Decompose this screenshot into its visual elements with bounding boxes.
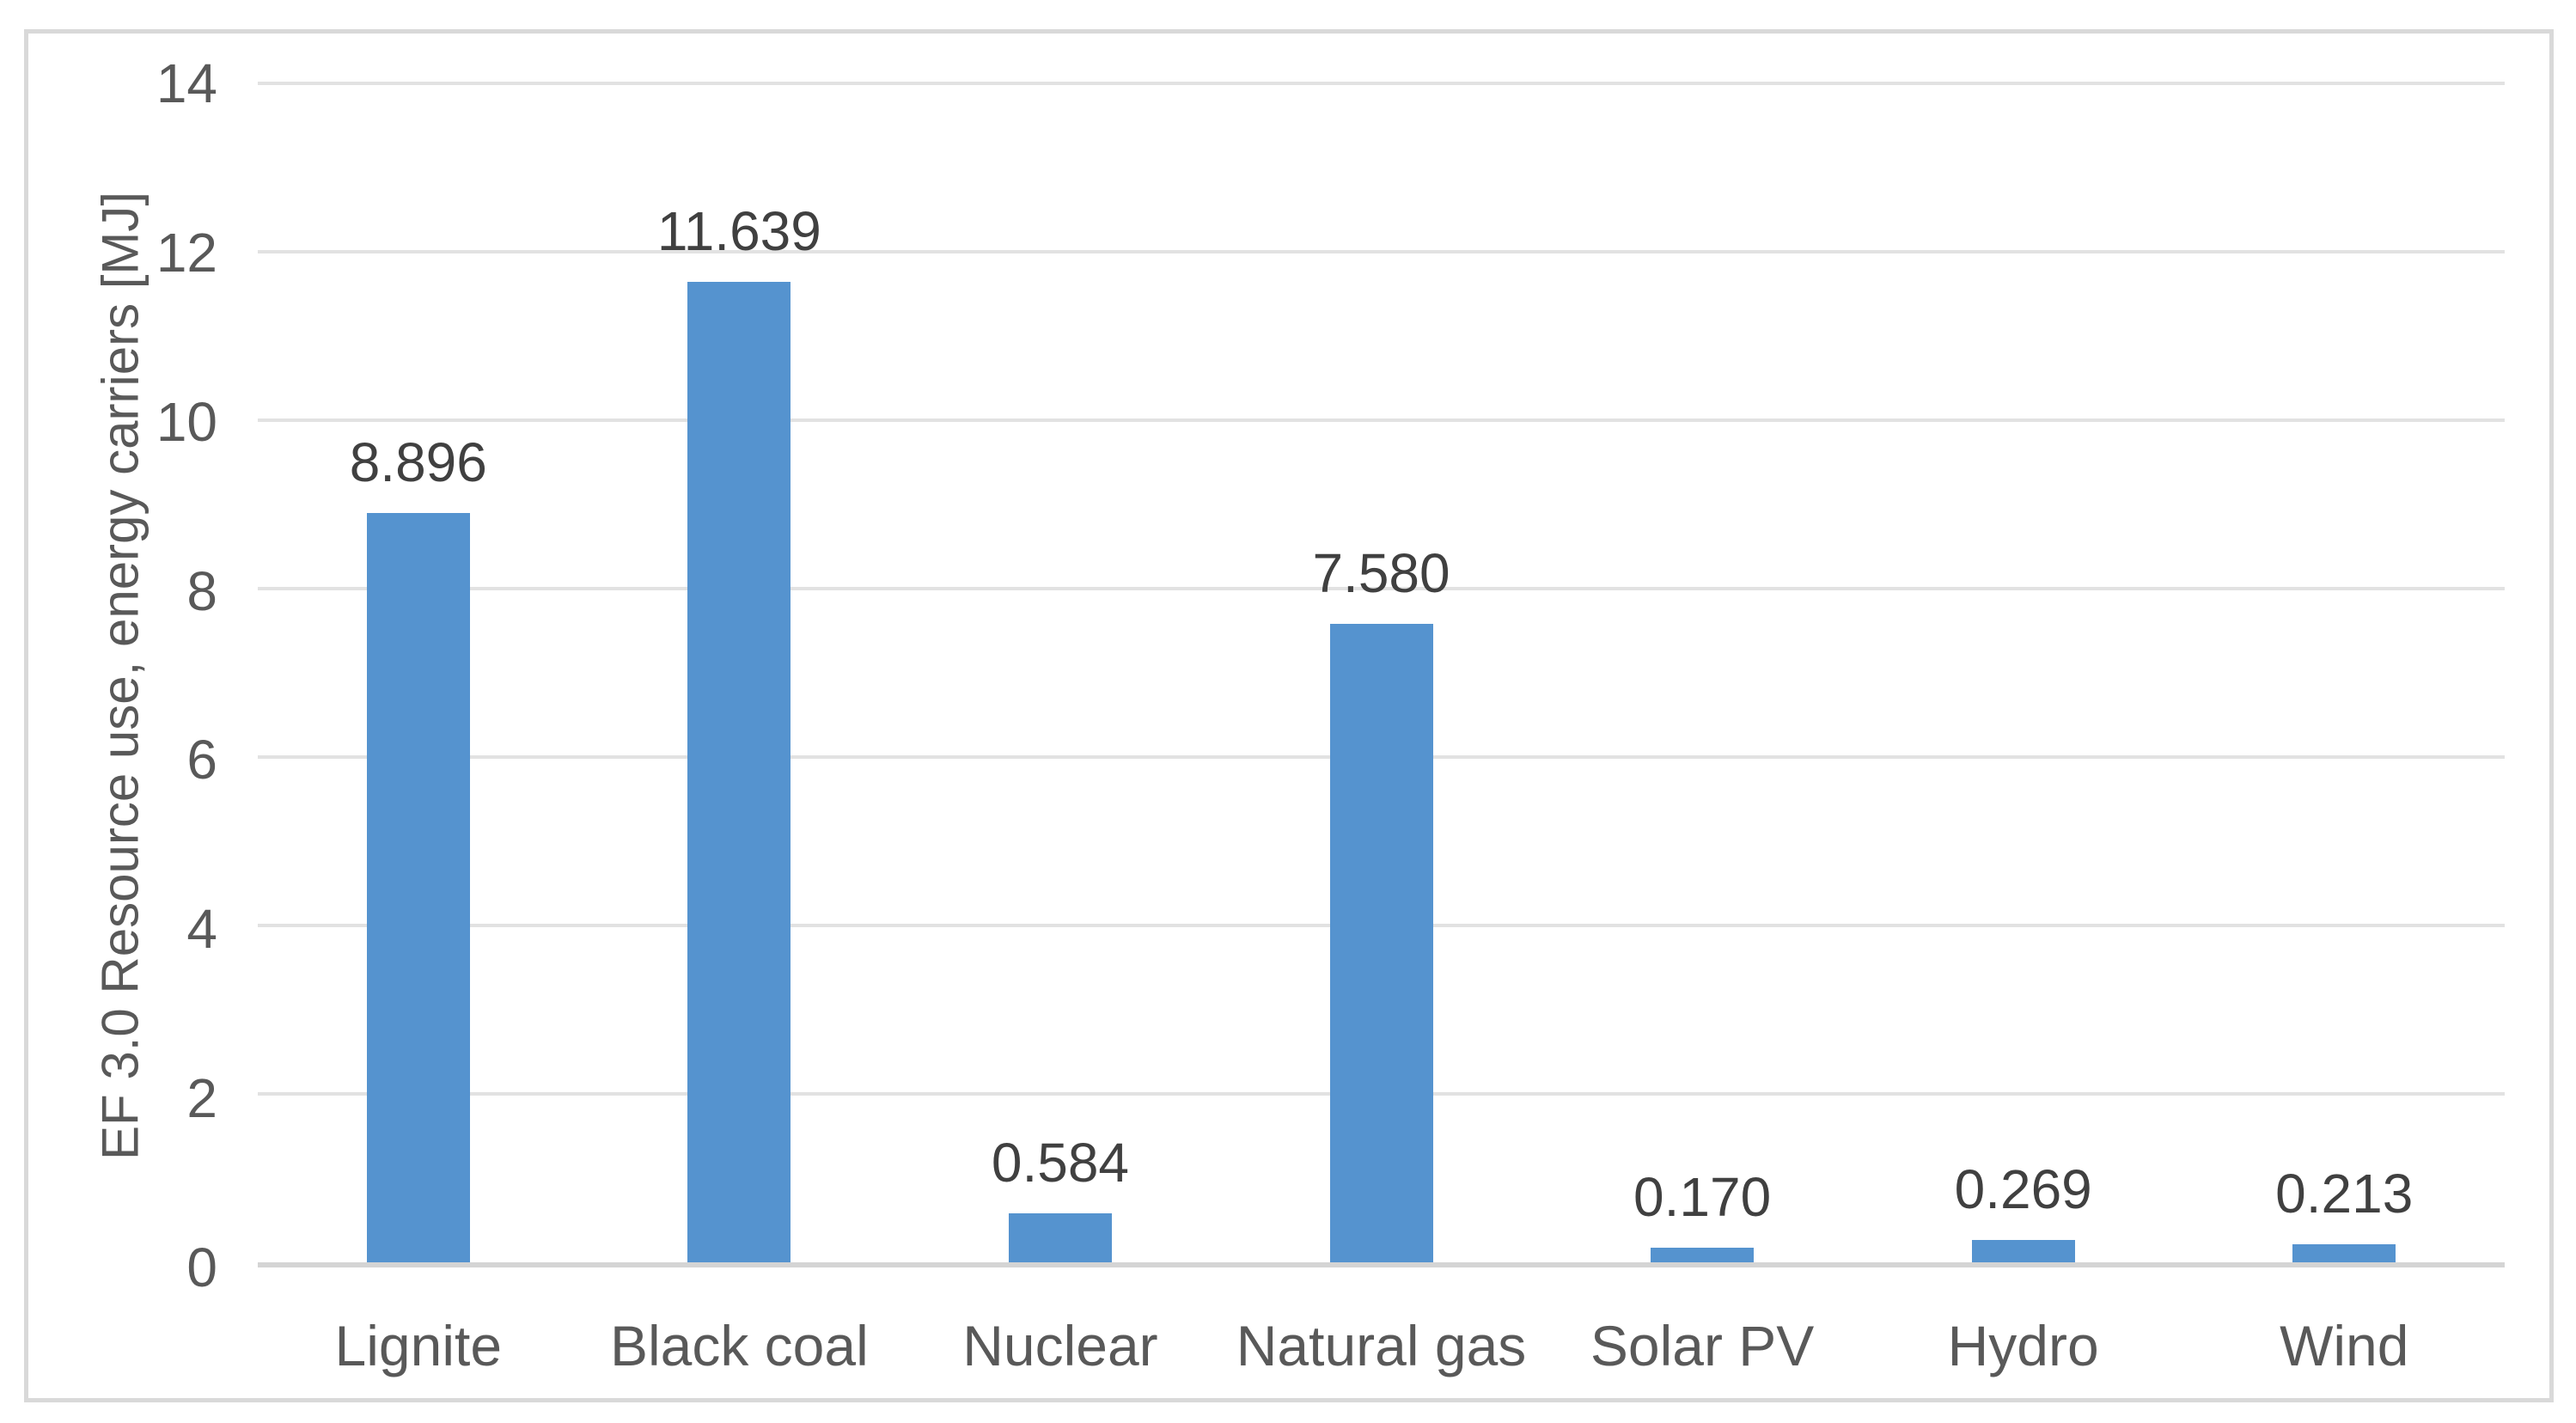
value-label-hydro: 0.269 (1954, 1157, 2092, 1220)
y-tick-label-10: 10 (156, 390, 217, 453)
x-category-label-natural-gas: Natural gas (1236, 1314, 1527, 1377)
gridline-y-14 (258, 82, 2505, 85)
value-label-lignite: 8.896 (349, 431, 487, 494)
bar-series: 8.896 11.639 0.584 7.580 0.170 0.269 0.213 (258, 83, 2505, 1262)
plot-area: 8.896 11.639 0.584 7.580 0.170 0.269 0.213 (258, 82, 2505, 1267)
x-category-label-hydro: Hydro (1947, 1314, 2099, 1377)
value-label-nuclear: 0.584 (991, 1131, 1130, 1194)
x-category-label-black-coal: Black coal (609, 1314, 869, 1377)
y-tick-label-12: 12 (156, 221, 217, 284)
value-label-natural-gas: 7.580 (1312, 542, 1450, 605)
bar-wind (2292, 1244, 2396, 1262)
bar-slot-natural-gas: 7.580 (1221, 83, 1542, 1262)
bar-black-coal (687, 282, 791, 1262)
y-tick-label-0: 0 (186, 1237, 217, 1298)
gridline-y-8 (258, 587, 2505, 590)
y-tick-label-4: 4 (186, 898, 217, 961)
bar-nuclear (1008, 1212, 1112, 1262)
bar-slot-solar-pv: 0.170 (1541, 83, 1863, 1262)
value-label-wind: 0.213 (2275, 1163, 2414, 1225)
x-category-label-lignite: Lignite (334, 1314, 503, 1377)
y-axis-tick-labels: 0 2 4 6 8 10 12 14 (28, 53, 217, 1298)
x-axis-category-labels: Lignite Black coal Nuclear Natural gas Solar… (258, 1311, 2505, 1389)
bar-hydro (1971, 1239, 2075, 1262)
value-label-solar-pv: 0.170 (1633, 1166, 1772, 1229)
bar-lignite (366, 513, 470, 1262)
bar-slot-black-coal: 11.639 (579, 83, 900, 1262)
gridline-y-10 (258, 418, 2505, 422)
y-tick-label-2: 2 (186, 1067, 217, 1130)
x-category-label-nuclear: Nuclear (962, 1314, 1158, 1377)
bar-solar-pv (1651, 1248, 1755, 1262)
gridline-y-12 (258, 249, 2505, 253)
bar-slot-nuclear: 0.584 (900, 83, 1221, 1262)
y-tick-label-14: 14 (156, 52, 217, 114)
value-label-black-coal: 11.639 (656, 200, 821, 263)
y-tick-label-8: 8 (186, 559, 217, 622)
bar-slot-hydro: 0.269 (1863, 83, 2184, 1262)
bar-slot-wind: 0.213 (2183, 83, 2505, 1262)
x-category-label-solar-pv: Solar PV (1590, 1314, 1815, 1377)
y-tick-label-6: 6 (186, 729, 217, 791)
bar-natural-gas (1329, 624, 1433, 1262)
x-category-label-wind: Wind (2280, 1314, 2409, 1377)
chart-figure: EF 3.0 Resource use, energy carriers [MJ… (24, 29, 2554, 1402)
bar-slot-lignite: 8.896 (258, 83, 579, 1262)
